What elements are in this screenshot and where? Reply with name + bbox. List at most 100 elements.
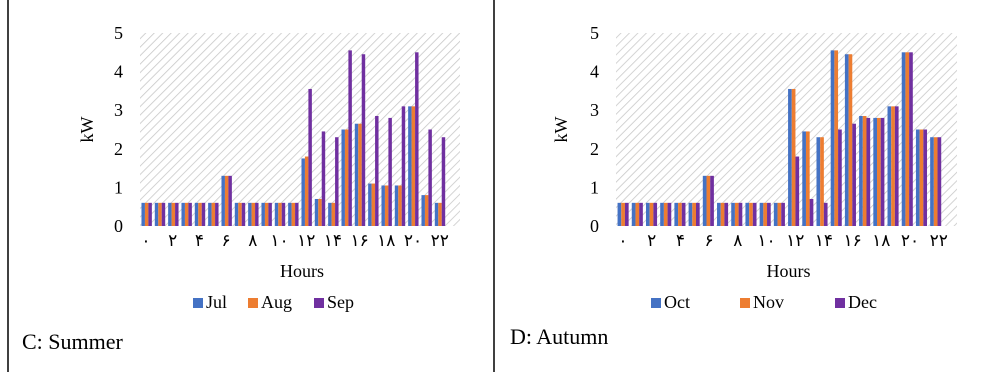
bar-dec	[639, 202, 643, 226]
bar-dec	[667, 202, 672, 226]
bar-oct	[859, 115, 863, 226]
bar-nov	[791, 88, 796, 226]
bar-jul	[261, 202, 265, 226]
bar-oct	[631, 202, 636, 226]
bar-sep	[335, 137, 339, 226]
x-tick-label: ۲۰	[901, 231, 919, 251]
bar-oct	[745, 202, 750, 226]
bar-sep	[428, 129, 432, 226]
bar-dec	[866, 117, 871, 226]
bar-jul	[354, 123, 359, 226]
legend-label-oct: Oct	[664, 292, 690, 312]
bar-sep	[401, 106, 406, 226]
bar-jul	[168, 202, 172, 226]
bar-sep	[361, 54, 366, 227]
x-tick-label: ۲۲	[930, 231, 948, 251]
bar-aug	[184, 202, 189, 226]
bar-sep	[228, 175, 232, 226]
bar-jul	[368, 183, 372, 226]
plot-area	[616, 33, 957, 226]
bar-jul	[421, 195, 425, 226]
bar-oct	[816, 137, 821, 226]
bar-nov	[749, 202, 753, 226]
bar-nov	[848, 54, 853, 227]
x-tick-label: ۰	[618, 231, 627, 251]
bar-aug	[158, 202, 162, 226]
panel-borders	[7, 0, 495, 372]
bar-nov	[635, 202, 640, 226]
legend-label-jul: Jul	[206, 292, 227, 312]
bar-oct	[617, 202, 622, 226]
legend-swatch-nov	[740, 298, 750, 308]
bar-jul	[274, 202, 279, 226]
bar-dec	[767, 202, 771, 226]
bar-oct	[802, 131, 806, 226]
bar-aug	[344, 129, 349, 226]
bar-dec	[624, 202, 629, 226]
autumn-chart: 0 1 2 3 4 5 ۰ ۲ ۴ ۶ ۸ ۱۰ ۱۲ ۱۴ ۱۶ ۱۸ ۲۰ ۲۲ Hours kW Oct Nov De…	[551, 23, 957, 312]
bar-nov	[933, 137, 938, 226]
bar-dec	[909, 52, 913, 226]
bar-sep	[175, 202, 179, 226]
bar-sep	[215, 202, 219, 226]
bar-oct	[717, 202, 721, 226]
bar-sep	[161, 202, 166, 226]
summer-caption: C: Summer	[22, 329, 123, 354]
bar-dec	[695, 202, 700, 226]
bar-oct	[731, 202, 735, 226]
x-tick-label: ۱۴	[324, 231, 342, 251]
bar-sep	[268, 202, 272, 226]
bar-aug	[358, 123, 362, 226]
bar-dec	[795, 156, 800, 226]
bar-oct	[674, 202, 679, 226]
y-tick-label: 4	[114, 62, 123, 82]
bar-aug	[251, 202, 256, 226]
bar-dec	[838, 129, 842, 226]
bar-jul	[221, 175, 225, 226]
bar-oct	[901, 52, 906, 226]
x-tick-label: ۲	[647, 231, 656, 251]
bar-dec	[852, 123, 856, 226]
bar-sep	[415, 52, 419, 226]
bar-dec	[923, 129, 928, 226]
bar-sep	[441, 137, 446, 226]
bar-nov	[834, 50, 839, 227]
x-tick-label: ۲۲	[431, 231, 449, 251]
legend-swatch-sep	[314, 298, 324, 308]
bar-jul	[394, 185, 399, 226]
bar-nov	[891, 106, 895, 226]
y-tick-label: 4	[590, 62, 599, 82]
bar-dec	[880, 117, 885, 226]
bar-jul	[234, 202, 239, 226]
bar-dec	[681, 202, 686, 226]
bar-nov	[777, 202, 782, 226]
bar-aug	[318, 198, 322, 226]
y-tick-label: 5	[114, 23, 123, 43]
bar-sep	[308, 88, 312, 226]
bar-sep	[375, 115, 379, 226]
bar-oct	[759, 202, 764, 226]
bar-nov	[919, 129, 924, 226]
bar-aug	[198, 202, 202, 226]
bar-jul	[314, 198, 319, 226]
bar-jul	[208, 202, 212, 226]
bar-aug	[211, 202, 216, 226]
bar-aug	[224, 175, 229, 226]
x-tick-label: ۶	[705, 231, 714, 251]
bar-oct	[915, 129, 920, 226]
legend-swatch-jul	[193, 298, 203, 308]
bar-aug	[171, 202, 176, 226]
y-tick-label: 1	[590, 177, 599, 197]
bar-aug	[304, 156, 309, 226]
y-tick-label: 5	[590, 23, 599, 43]
y-tick-label: 3	[590, 100, 599, 120]
bar-oct	[930, 137, 934, 226]
bar-aug	[398, 185, 402, 226]
bar-sep	[388, 117, 392, 226]
bar-oct	[830, 50, 835, 227]
bar-dec	[781, 202, 785, 226]
bar-dec	[653, 202, 658, 226]
bar-oct	[660, 202, 664, 226]
bar-aug	[438, 202, 442, 226]
bar-aug	[291, 202, 296, 226]
